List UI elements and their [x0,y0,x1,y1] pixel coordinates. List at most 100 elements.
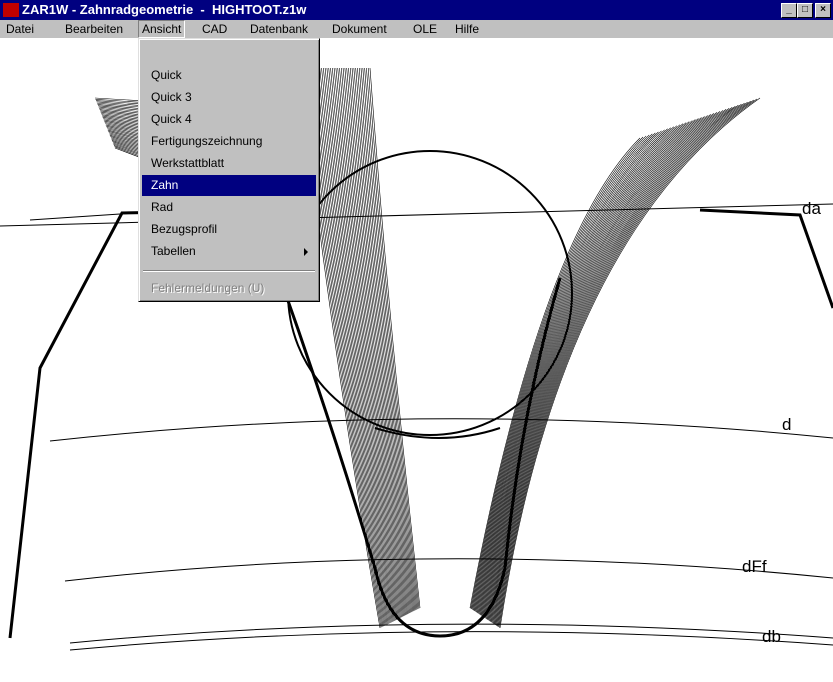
hatch-line [469,137,641,609]
tooth-gap [278,277,562,638]
hatch-line [480,123,684,616]
hatch-line [369,67,421,609]
dropdown-item[interactable]: Quick 4 [151,112,192,126]
menu-item[interactable]: Ansicht [138,20,186,38]
hatch-line [314,67,389,624]
dropdown-item[interactable]: Bezugsprofil [151,222,218,236]
hatch-line [470,136,644,609]
hatch-line [477,127,671,614]
hatch-line [333,67,400,619]
hatch-line [315,67,390,624]
menu-item[interactable]: OLE [413,22,438,36]
dropdown-menu: Quick Quick 3 Quick 4 Fertigungszeichnung We… [138,38,320,302]
hatch-line [476,128,668,613]
dropdown-item[interactable]: Zahn [142,175,316,196]
hatch-line [355,67,413,613]
thin-line [0,203,833,227]
dropdown-item[interactable]: Quick 3 [151,90,192,104]
dropdown-item[interactable]: Tabellen [142,241,316,262]
tooth-right [699,208,833,309]
hatch-line [474,131,659,612]
hatch-line [366,67,419,610]
hatch-line [360,67,416,611]
dropdown-item[interactable]: Werkstattblatt [151,156,225,170]
hatch-line [353,67,412,613]
hatch-line [498,98,758,628]
menu-item[interactable]: Dokument [332,22,387,36]
hatch-line [485,117,702,619]
app-icon [3,3,19,17]
hatch-line [362,67,417,611]
maximize-button[interactable]: □ [797,3,813,18]
minimize-button[interactable]: _ [781,3,797,18]
close-button[interactable]: × [815,3,831,18]
hatch-line [326,67,396,621]
hatch-line [364,67,418,610]
hatch-line [481,122,687,616]
submenu-arrow [304,248,308,256]
hatch-line [332,67,399,619]
hatch-line [308,67,386,626]
dropdown-item[interactable]: Fertigungszeichnung [151,134,263,148]
hatch-line [340,67,404,617]
hatch-line [485,116,705,619]
hatch-line [492,106,733,624]
hatch-line [330,67,398,620]
hatch-line [492,108,730,623]
hatch-line [473,132,656,611]
hatch-line [358,67,415,612]
hatch-line [475,130,662,612]
hatch-line [319,67,392,623]
hatch-line [337,67,402,618]
hatch-line [497,100,751,627]
circle-label: d [782,415,791,434]
dropdown-item[interactable]: Quick [151,68,182,82]
menu-item[interactable]: Bearbeiten [65,22,124,36]
hatch-line [357,67,414,612]
separator [143,270,315,272]
hatch-line [335,67,401,618]
hatch-line [484,118,699,618]
dropdown-item[interactable]: Rad [151,200,174,214]
hatch-line [317,67,391,623]
hatch-line [471,135,647,610]
window-title: ZAR1W - Zahnradgeometrie - HIGHTOOT.z1w [22,2,307,17]
hatch-line [495,102,745,626]
hatch-line [472,134,650,610]
hatch-line [344,67,406,616]
hatch-line [494,104,739,625]
hatch-line [495,103,742,625]
hatch-line [324,67,395,621]
hatch-line [346,67,407,615]
dff-circle [64,558,833,582]
hatch-line [321,67,393,622]
hatch-line [487,114,711,620]
hatch-line [349,67,410,614]
geometry [0,150,833,651]
hatch-line [493,105,736,624]
hatch-line [496,101,748,626]
circle-label: da [802,199,821,218]
menu-item[interactable]: Datenbank [250,22,309,36]
menu-bar: Datei Bearbeiten Ansicht CAD Datenbank Dokume… [0,20,833,38]
hatch-line [488,112,718,621]
hatch-line [479,124,681,615]
dropdown-item-disabled: Fehlermeldungen (U) [151,281,265,295]
menu-item[interactable]: CAD [202,22,228,36]
hatch-line [328,67,397,620]
hatch-line [348,67,408,615]
circle-label: dFf [742,557,767,576]
d-circle [49,418,833,442]
db-circle-2 [69,631,833,651]
menu-item[interactable]: Hilfe [455,22,480,36]
title-bar: ZAR1W - Zahnradgeometrie - HIGHTOOT.z1w … [0,0,833,20]
hatch-line [491,109,727,623]
hatch-line [339,67,403,617]
hatch-line [498,99,755,628]
drawing-area: da d dFf db [0,38,833,682]
circle-label: db [762,627,781,646]
menu-item[interactable]: Datei [6,22,35,36]
hatch-line [483,119,696,618]
hatch-line [478,126,675,614]
